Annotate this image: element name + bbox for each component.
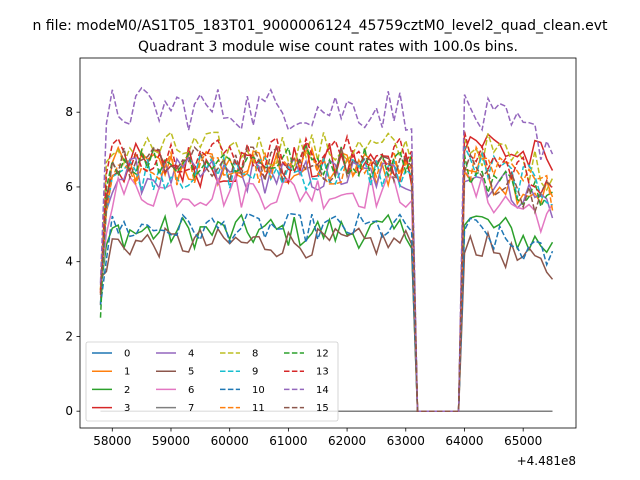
axes-frame bbox=[79, 57, 577, 429]
x-tick-label: 60000 bbox=[211, 434, 249, 448]
legend-label-9: 9 bbox=[252, 367, 258, 378]
x-tick-label: 62000 bbox=[328, 434, 366, 448]
y-tick-label: 0 bbox=[65, 404, 73, 418]
y-tick-label: 6 bbox=[65, 180, 73, 194]
legend-label-7: 7 bbox=[188, 403, 194, 414]
x-tick-label: 64000 bbox=[445, 434, 483, 448]
series-line-10 bbox=[99, 212, 554, 412]
plot-area bbox=[99, 86, 554, 412]
x-tick-label: 65000 bbox=[504, 434, 542, 448]
x-tick-label: 58000 bbox=[93, 434, 131, 448]
series-line-15 bbox=[99, 145, 553, 412]
series-line-2 bbox=[99, 213, 554, 412]
y-tick-label: 4 bbox=[65, 255, 73, 269]
axes: 58000 59000 60000 61000 62000 63000 64000 65000… bbox=[65, 57, 577, 448]
legend-label-12: 12 bbox=[316, 349, 329, 360]
x-tick-label: 61000 bbox=[269, 434, 307, 448]
legend-label-4: 4 bbox=[188, 349, 194, 360]
y-tick-label: 8 bbox=[65, 105, 73, 119]
series-line-11 bbox=[99, 144, 554, 412]
x-tick-label: 59000 bbox=[152, 434, 190, 448]
series-line-14 bbox=[99, 86, 554, 412]
legend-label-10: 10 bbox=[252, 385, 265, 396]
series-line-6 bbox=[99, 169, 554, 412]
legend-label-14: 14 bbox=[316, 385, 329, 396]
legend-label-1: 1 bbox=[124, 367, 130, 378]
chart-suptitle: n file: modeM0/AS1T05_183T01_9000006124_… bbox=[32, 18, 608, 34]
legend-label-6: 6 bbox=[188, 385, 194, 396]
series-line-5 bbox=[99, 226, 554, 412]
legend-box bbox=[85, 341, 339, 422]
legend-label-2: 2 bbox=[124, 385, 130, 396]
x-tick-label: 63000 bbox=[387, 434, 425, 448]
y-tick-label: 2 bbox=[65, 329, 73, 343]
legend-label-5: 5 bbox=[188, 367, 194, 378]
series-line-12 bbox=[99, 144, 553, 412]
chart-title: Quadrant 3 module wise count rates with … bbox=[138, 39, 518, 55]
legend-label-3: 3 bbox=[124, 403, 130, 414]
legend-label-11: 11 bbox=[252, 403, 265, 414]
legend-label-15: 15 bbox=[316, 403, 329, 414]
series-line-13 bbox=[99, 131, 554, 412]
x-offset-label: +4.481e8 bbox=[517, 454, 576, 468]
legend-label-0: 0 bbox=[124, 349, 130, 360]
legend-label-8: 8 bbox=[252, 349, 258, 360]
legend-label-13: 13 bbox=[316, 367, 329, 378]
series-line-8 bbox=[99, 131, 554, 412]
